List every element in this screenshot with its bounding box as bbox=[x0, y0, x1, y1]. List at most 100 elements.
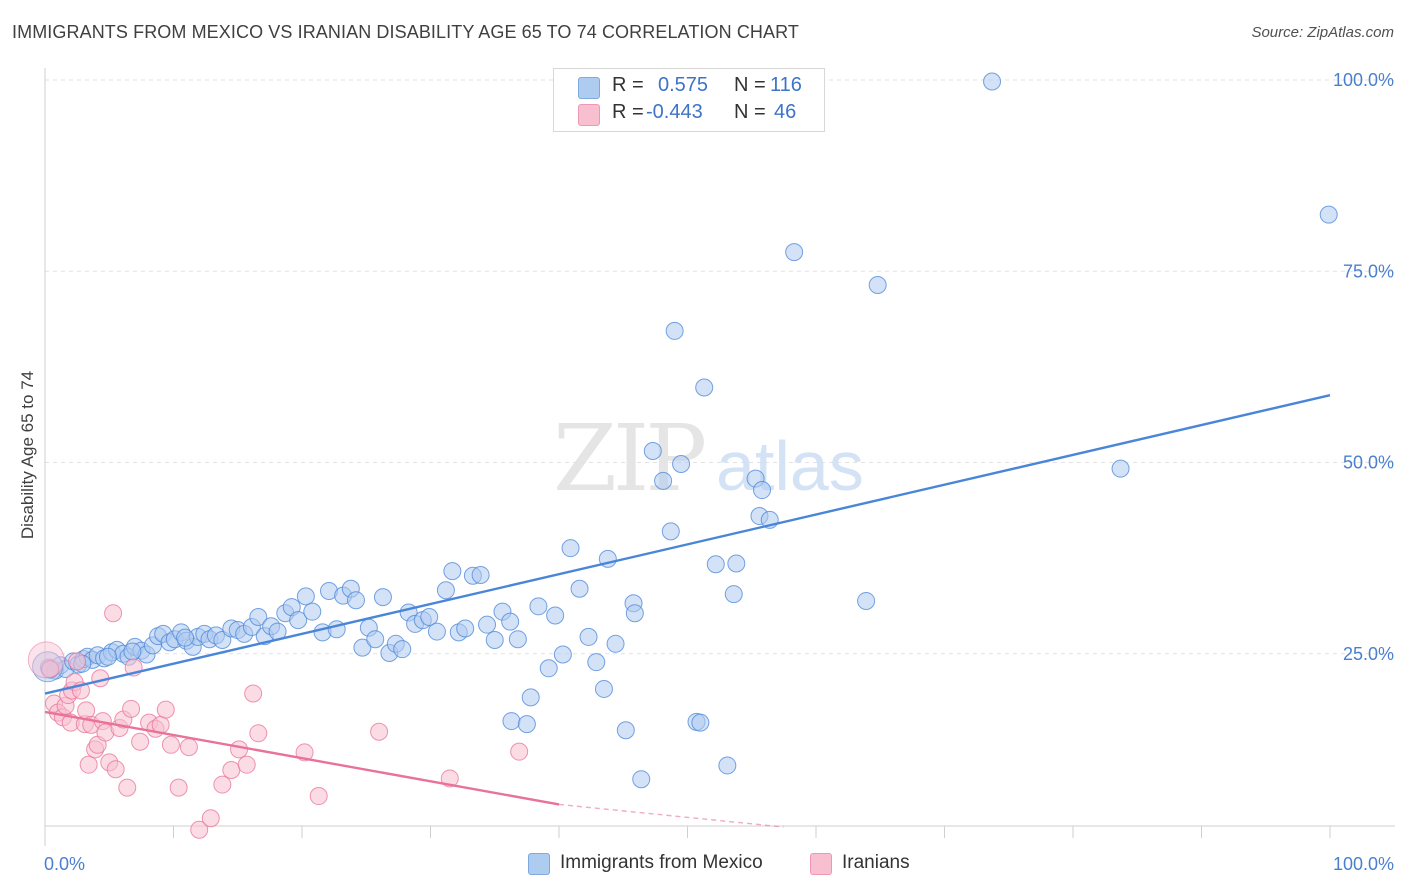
data-point bbox=[983, 72, 1002, 91]
data-point bbox=[303, 602, 322, 621]
data-point bbox=[561, 539, 580, 558]
data-point bbox=[594, 679, 613, 698]
data-point bbox=[131, 732, 150, 751]
legend-n-label: N = bbox=[734, 101, 766, 123]
data-point bbox=[222, 761, 241, 780]
data-point bbox=[691, 713, 710, 732]
data-point bbox=[176, 628, 195, 647]
data-point bbox=[104, 604, 123, 623]
data-point bbox=[309, 787, 328, 806]
data-point bbox=[123, 642, 142, 661]
series-swatch-pink bbox=[810, 853, 832, 875]
data-point bbox=[440, 769, 459, 788]
data-point bbox=[179, 738, 198, 757]
data-point bbox=[501, 612, 520, 631]
data-point bbox=[244, 684, 263, 703]
data-point bbox=[665, 321, 684, 340]
data-point bbox=[510, 742, 529, 761]
y-tick-label: 25.0% bbox=[1343, 644, 1394, 664]
data-point bbox=[79, 755, 98, 774]
data-point bbox=[156, 700, 175, 719]
data-point bbox=[436, 581, 455, 600]
data-point bbox=[353, 638, 372, 657]
data-point bbox=[201, 809, 220, 828]
data-point bbox=[420, 608, 439, 627]
data-point bbox=[785, 243, 804, 262]
data-point bbox=[122, 699, 141, 718]
data-point bbox=[616, 721, 635, 740]
trend-line-iranians bbox=[44, 710, 560, 806]
y-tick-label: 75.0% bbox=[1343, 261, 1394, 281]
data-point bbox=[695, 378, 714, 397]
tick-labels: 25.0% 50.0% 75.0% 100.0% 0.0% 100.0% bbox=[44, 70, 1394, 874]
data-point bbox=[546, 606, 565, 625]
legend-r-label: R = bbox=[612, 101, 644, 123]
data-point bbox=[508, 630, 527, 649]
data-point bbox=[190, 820, 209, 839]
series-label-mexico: Immigrants from Mexico bbox=[560, 852, 763, 873]
axes bbox=[44, 68, 1395, 846]
data-point bbox=[753, 481, 772, 500]
data-point bbox=[724, 585, 743, 604]
trend-line-iranians-extrapolated bbox=[558, 803, 784, 828]
data-point bbox=[106, 760, 125, 779]
data-point bbox=[672, 455, 691, 474]
trend-lines bbox=[44, 394, 1331, 828]
data-point bbox=[98, 647, 117, 666]
data-point bbox=[718, 756, 737, 775]
data-point bbox=[606, 634, 625, 653]
legend-swatch-blue bbox=[578, 77, 600, 99]
legend-r-label: R = bbox=[612, 74, 644, 96]
data-point bbox=[868, 276, 887, 295]
legend-r-value: 0.575 bbox=[658, 74, 709, 96]
x-tick-label: 100.0% bbox=[1333, 854, 1394, 874]
data-point bbox=[539, 659, 558, 678]
data-point bbox=[706, 555, 725, 574]
data-point bbox=[68, 652, 87, 671]
data-point bbox=[249, 608, 268, 627]
series-legend: Immigrants from Mexico Iranians bbox=[0, 852, 1406, 878]
legend-n-value: 46 bbox=[774, 101, 797, 123]
data-point bbox=[456, 619, 475, 638]
data-point bbox=[118, 778, 137, 797]
data-point bbox=[1111, 459, 1130, 478]
correlation-legend: R = 0.575 N = 116 R = -0.443 N = 46 bbox=[553, 68, 825, 132]
legend-row-mexico: R = 0.575 N = 116 bbox=[554, 74, 824, 100]
data-point bbox=[521, 688, 540, 707]
y-tick-label: 100.0% bbox=[1333, 70, 1394, 90]
data-point bbox=[478, 615, 497, 634]
data-point bbox=[1319, 205, 1338, 224]
legend-r-value: -0.443 bbox=[646, 101, 703, 123]
data-point bbox=[654, 471, 673, 490]
watermark-atlas: atlas bbox=[716, 427, 864, 505]
legend-n-label: N = bbox=[734, 74, 766, 96]
legend-swatch-pink bbox=[578, 104, 600, 126]
data-point bbox=[857, 591, 876, 610]
data-point bbox=[485, 630, 504, 649]
data-point bbox=[237, 755, 256, 774]
data-point bbox=[296, 587, 315, 606]
x-tick-label: 0.0% bbox=[44, 854, 85, 874]
data-point bbox=[346, 591, 365, 610]
data-point bbox=[370, 722, 389, 741]
data-point bbox=[393, 640, 412, 659]
data-point bbox=[427, 622, 446, 641]
data-point bbox=[366, 630, 385, 649]
series-iranians bbox=[27, 604, 529, 839]
data-point bbox=[579, 627, 598, 646]
legend-row-iranians: R = -0.443 N = 46 bbox=[554, 101, 824, 127]
data-point bbox=[587, 653, 606, 672]
chart-source: Source: ZipAtlas.com bbox=[1251, 24, 1394, 41]
data-point bbox=[632, 770, 651, 789]
data-point bbox=[249, 724, 268, 743]
data-point bbox=[517, 715, 536, 734]
data-point bbox=[161, 735, 180, 754]
series-swatch-blue bbox=[528, 853, 550, 875]
data-point bbox=[289, 611, 308, 630]
data-point bbox=[553, 645, 572, 664]
data-point bbox=[27, 641, 65, 679]
data-point bbox=[443, 562, 462, 581]
data-point bbox=[471, 565, 490, 584]
data-point bbox=[230, 740, 249, 759]
